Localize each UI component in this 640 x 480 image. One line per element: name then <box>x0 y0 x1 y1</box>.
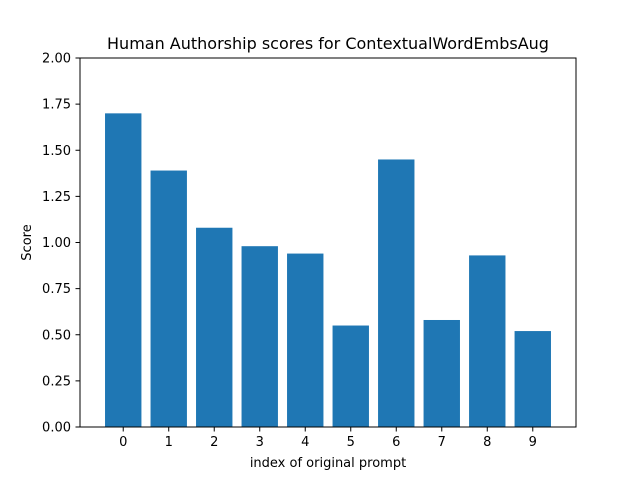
bar-3 <box>241 246 278 427</box>
x-tick-label: 1 <box>165 435 173 450</box>
y-tick-label: 1.00 <box>42 236 71 251</box>
x-tick-label: 0 <box>119 435 127 450</box>
bar-9 <box>514 331 551 427</box>
bar-1 <box>150 170 187 428</box>
y-tick-label: 1.50 <box>42 144 71 159</box>
x-tick-label: 8 <box>483 435 491 450</box>
bar-6 <box>378 159 415 427</box>
bar-2 <box>196 227 233 427</box>
bar-7 <box>423 319 460 427</box>
x-tick-label: 5 <box>347 435 355 450</box>
bar-0 <box>105 113 142 427</box>
x-tick-label: 6 <box>392 435 400 450</box>
y-axis-label: Score <box>20 224 35 260</box>
x-ticks-group: 0 1 2 3 4 5 6 7 8 9 <box>119 427 537 450</box>
x-tick-label: 9 <box>529 435 537 450</box>
y-ticks-group: 0.00 0.25 0.50 0.75 1.00 1.25 1.50 1.75 2.00 <box>42 52 80 436</box>
axes-frame <box>79 57 577 428</box>
x-tick-label: 3 <box>256 435 264 450</box>
y-tick-label: 0.50 <box>42 328 71 343</box>
y-tick-label: 1.25 <box>42 190 71 205</box>
x-tick-label: 4 <box>301 435 309 450</box>
x-axis-label: index of original prompt <box>250 456 406 471</box>
bar-4 <box>287 253 324 427</box>
y-tick-label: 0.75 <box>42 282 71 297</box>
x-tick-label: 7 <box>438 435 446 450</box>
y-tick-label: 0.25 <box>42 374 71 389</box>
y-tick-label: 1.75 <box>42 98 71 113</box>
chart-title: Human Authorship scores for ContextualWo… <box>107 34 549 53</box>
x-tick-label: 2 <box>210 435 218 450</box>
bar-5 <box>332 325 369 427</box>
bars-group <box>105 113 551 428</box>
y-tick-label: 2.00 <box>42 52 71 67</box>
bar-8 <box>469 255 506 427</box>
y-tick-label: 0.00 <box>42 421 71 436</box>
